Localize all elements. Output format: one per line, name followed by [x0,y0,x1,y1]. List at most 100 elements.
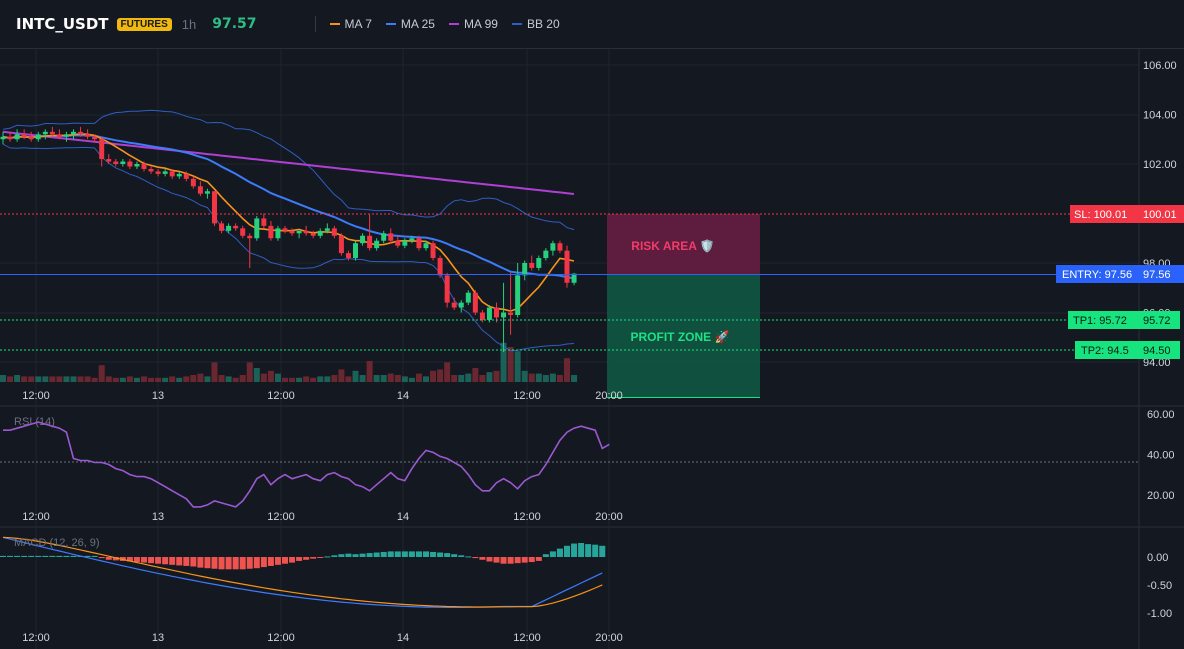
candle-body [148,168,154,172]
macd-hist-bar [528,557,535,563]
candle-body [501,312,507,318]
tp1-label-box [1068,311,1180,329]
candle-body [212,191,217,224]
volume-bar [253,368,260,382]
tp1-label: TP1: 95.72 [1073,315,1127,327]
volume-bars [0,342,578,382]
macd-hist-bar [408,551,415,557]
volume-bar [521,370,528,382]
macd-hist-bar [35,555,42,557]
bb-upper-line [2,109,575,231]
ma99-line [2,130,575,195]
macd-hist-bar [303,557,310,560]
volume-bar [380,375,387,382]
candle-body [381,233,387,241]
candle-body [345,253,351,259]
volume-bar [514,351,521,382]
candle-body [183,173,189,179]
rsi-tick-label: 60.00 [1147,409,1175,421]
macd-hist-bar [415,551,422,557]
risk-area-zone[interactable] [607,214,760,275]
macd-hist-bar [211,557,218,569]
volume-bar [493,370,500,382]
volume-bar [394,375,401,382]
macd-hist-bar [585,544,592,557]
volume-bar [211,362,218,382]
rsi-line [3,421,610,508]
macd-hist-bar [296,557,303,561]
candle-body [536,258,542,268]
macd-hist-bar [84,555,91,557]
volume-bar [571,375,578,382]
macd-hist-bar [472,557,479,559]
volume-bar [528,373,535,382]
sl-label-box [1070,205,1184,223]
bollinger-bands [2,109,575,352]
header-divider [314,16,316,32]
legend-ma7[interactable]: MA 7 [329,17,372,31]
tp2-label-box [1075,341,1180,359]
sl-price: 100.01 [1143,209,1177,221]
macd-hist-bar [338,554,345,557]
rsi-tick-label: 40.00 [1147,449,1175,461]
entry-price: 97.56 [1143,269,1171,281]
macd-hist-bar [493,557,500,563]
chart-header: INTC_USDT FUTURES 1h 97.57 MA 7 MA 25 MA… [0,0,1184,49]
time-tick-label: 14 [397,632,409,644]
legend-ma99[interactable]: MA 99 [448,17,498,31]
legend-bb20[interactable]: BB 20 [511,17,560,31]
volume-bar [98,365,105,382]
timeframe-label[interactable]: 1h [181,16,197,32]
time-tick-label: 12:00 [513,390,541,402]
candle-body [331,228,337,236]
volume-bar [296,377,303,382]
volume-bar [141,376,147,382]
macd-hist-bar [571,543,578,557]
macd-tick-label: -1.00 [1147,608,1172,620]
volume-bar [331,375,338,382]
macd-hist-bar [267,557,274,566]
candle-body [162,171,168,174]
candle-body [296,230,302,234]
macd-hist-bar [359,553,366,557]
volume-bar [401,376,408,382]
candle-body [317,230,323,236]
time-tick-label: 12:00 [22,632,50,644]
candle-body [494,307,499,318]
candle-body [367,235,373,249]
volume-bar [564,358,570,382]
price-tick-label: 102.00 [1143,159,1177,171]
volume-bar [352,370,359,382]
candle-body [423,243,429,249]
candle-body [388,233,394,241]
volume-bar [70,376,77,382]
entry-label-box [1056,265,1184,283]
macd-hist-bar [380,551,387,557]
macd-hist-bar [366,553,373,557]
macd-tick-label: 0.00 [1147,552,1168,564]
macd-hist-bar [430,551,437,557]
macd-hist-bar [324,556,331,558]
macd-signal-line [2,536,603,608]
volume-bar [148,377,155,382]
candle-body [92,136,98,140]
legend-ma25[interactable]: MA 25 [385,17,435,31]
bb20-swatch [511,23,522,25]
macd-hist-bar [556,548,563,557]
candle-body [289,230,295,234]
time-tick-label: 13 [152,390,164,402]
rsi-tick-label: 20.00 [1147,490,1175,502]
symbol-name[interactable]: INTC_USDT [16,15,109,33]
volume-bar [21,376,28,382]
candle-body [430,243,436,259]
candle-body [402,240,408,246]
volume-bar [479,375,486,382]
profit-zone[interactable] [607,275,760,398]
candle-body [479,312,485,320]
macd-hist-bar [49,555,56,557]
volume-bar [437,369,444,382]
volume-bar [303,376,310,382]
candlesticks[interactable] [0,126,577,353]
candle-body [310,233,316,236]
